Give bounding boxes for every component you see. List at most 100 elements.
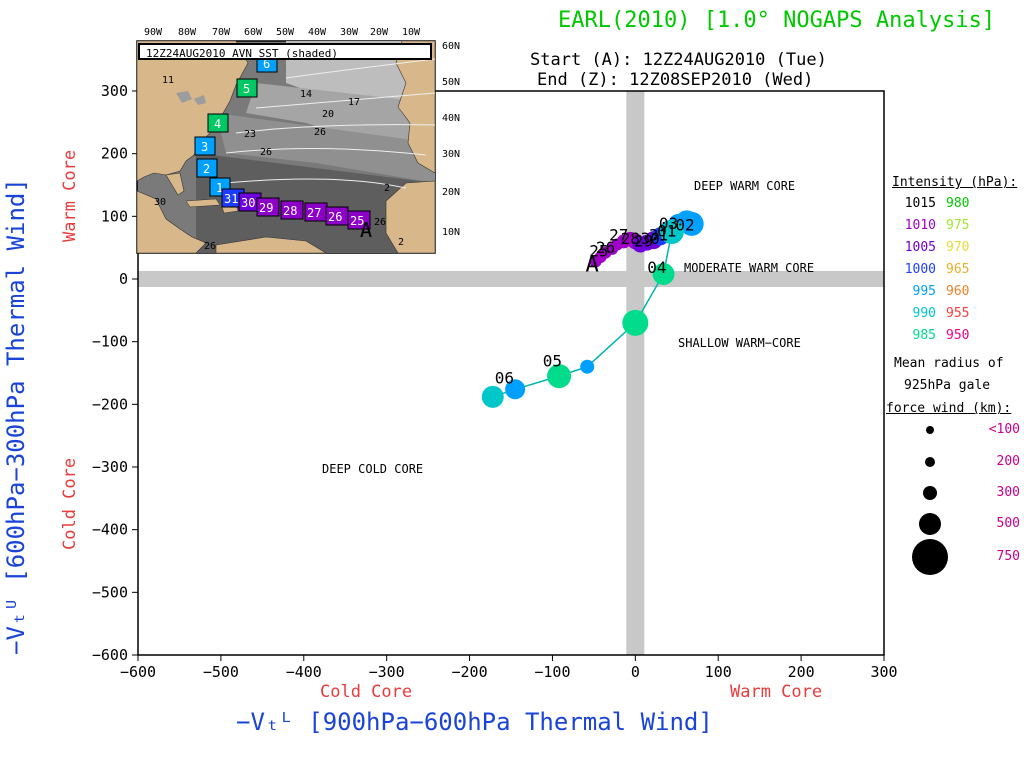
y-tick-label: 0 [119, 270, 128, 288]
track-date-label: 25 [589, 242, 608, 261]
inset-track: 6 5 4 3 2 1 31 30 29 28 27 26 25 A [194, 53, 372, 242]
sst-label: 26 [204, 241, 216, 252]
sst-label: 30 [154, 197, 166, 208]
track-box [256, 197, 280, 217]
sst-isotherm [225, 178, 407, 189]
sst-label: 17 [348, 97, 360, 108]
x-tick-label: 300 [870, 663, 897, 681]
radius-legend-label: <100 [988, 422, 1020, 437]
sst-label: 2 [398, 237, 404, 248]
radius-legend-label: 300 [996, 485, 1020, 500]
intensity-right-value: 970 [946, 240, 970, 255]
y-tick-label: −400 [92, 521, 128, 539]
track-point [622, 309, 649, 336]
lon-label: 60W [244, 27, 263, 38]
track-box-label: 25 [350, 214, 364, 228]
x-warm-core-label: Warm Core [730, 682, 823, 702]
sst-label: 26 [314, 127, 326, 138]
track-box-label: 2 [203, 162, 210, 176]
track-point [580, 359, 595, 374]
x-tick-label: −100 [534, 663, 570, 681]
track-date-label: 31 [649, 225, 668, 244]
x-tick-label: −300 [369, 663, 405, 681]
x-tick-label: −600 [120, 663, 156, 681]
track-box-label: 28 [283, 204, 297, 218]
y-tick-label: −100 [92, 333, 128, 351]
florida-land [165, 172, 185, 196]
track-start-label: A [586, 252, 599, 277]
track-point [652, 262, 675, 285]
radius-legend-dot [925, 457, 935, 467]
track-box-label: 27 [307, 206, 321, 220]
x-tick-label: −200 [451, 663, 487, 681]
intensity-right-value: 955 [946, 306, 970, 321]
x-tick-label: −500 [203, 663, 239, 681]
lat-label: 40N [442, 113, 460, 124]
track-date-label: 26 [596, 238, 615, 257]
track-point [505, 379, 526, 400]
x-axis-label: −Vₜᴸ [900hPa−600hPa Thermal Wind] [236, 708, 713, 736]
track-start-letter: A [360, 218, 372, 242]
track-box-label: 26 [328, 210, 342, 224]
track-date-label: 01 [657, 222, 676, 241]
radius-legend-dot [923, 486, 937, 500]
track-date-label: 06 [495, 368, 514, 387]
radius-legend-title-3: force wind (km): [886, 401, 1012, 416]
intensity-right-value: 960 [946, 284, 970, 299]
lat-label: 60N [442, 41, 460, 52]
track-box-label: 1 [216, 181, 223, 195]
radius-legend-dot [919, 513, 941, 535]
intensity-left-value: 1005 [904, 240, 936, 255]
track-box [347, 210, 371, 230]
end-time: End (Z): 12Z08SEP2010 (Wed) [537, 70, 814, 90]
track-box-label: 5 [243, 82, 250, 96]
cuba-land [185, 198, 221, 208]
intensity-legend-title: Intensity (hPa): [892, 175, 1018, 190]
sst-isotherm [235, 124, 436, 134]
track-box-label: 4 [214, 117, 221, 131]
sst-label: 11 [162, 75, 174, 86]
radius-legend-label: 200 [996, 454, 1020, 469]
track-date-label: 29 [634, 232, 653, 251]
lon-label: 80W [178, 27, 197, 38]
track-box-label: 29 [259, 201, 273, 215]
great-lakes [176, 91, 192, 103]
radius-legend-dot [912, 539, 948, 575]
track-date-label: 04 [647, 258, 666, 277]
lat-label: 10N [442, 227, 460, 238]
track-box-label: 6 [263, 57, 270, 71]
y-tick-label: −300 [92, 458, 128, 476]
central-america-land [136, 190, 207, 254]
sst-label: 26 [374, 217, 386, 228]
south-america-land [215, 236, 328, 254]
plot-frame [137, 90, 885, 656]
chart-title: EARL(2010) [1.0° NOGAPS Analysis] [558, 8, 996, 33]
x-tick-label: −400 [286, 663, 322, 681]
y-zero-band [138, 271, 884, 287]
x-zero-band [626, 91, 645, 655]
europe-land [395, 40, 436, 174]
sst-label: 20 [322, 109, 334, 120]
y-tick-label: −200 [92, 395, 128, 413]
sst-isotherm [255, 92, 436, 109]
quadrant-deep-warm: DEEP WARM CORE [694, 179, 796, 193]
track-box-label: 30 [241, 196, 255, 210]
lon-label: 30W [340, 27, 359, 38]
y-tick-label: 200 [101, 145, 128, 163]
start-time: Start (A): 12Z24AUG2010 (Tue) [530, 50, 827, 70]
sst-label: 26 [260, 147, 272, 158]
y-tick-label: −500 [92, 583, 128, 601]
sst-isotherm [225, 147, 427, 156]
radius-legend-title-2: 925hPa gale [904, 378, 991, 393]
quadrant-deep-cold: DEEP COLD CORE [322, 462, 424, 476]
lon-label: 40W [308, 27, 327, 38]
radius-legend-label: 500 [996, 516, 1020, 531]
sst-label: 14 [300, 89, 312, 100]
intensity-right-value: 965 [946, 262, 970, 277]
lat-label: 30N [442, 149, 460, 160]
track-date-label: 30 [641, 229, 660, 248]
track-box [236, 78, 258, 98]
track-date-label: 28 [621, 229, 640, 248]
lat-label: 20N [442, 187, 460, 198]
sst-band [246, 83, 435, 143]
